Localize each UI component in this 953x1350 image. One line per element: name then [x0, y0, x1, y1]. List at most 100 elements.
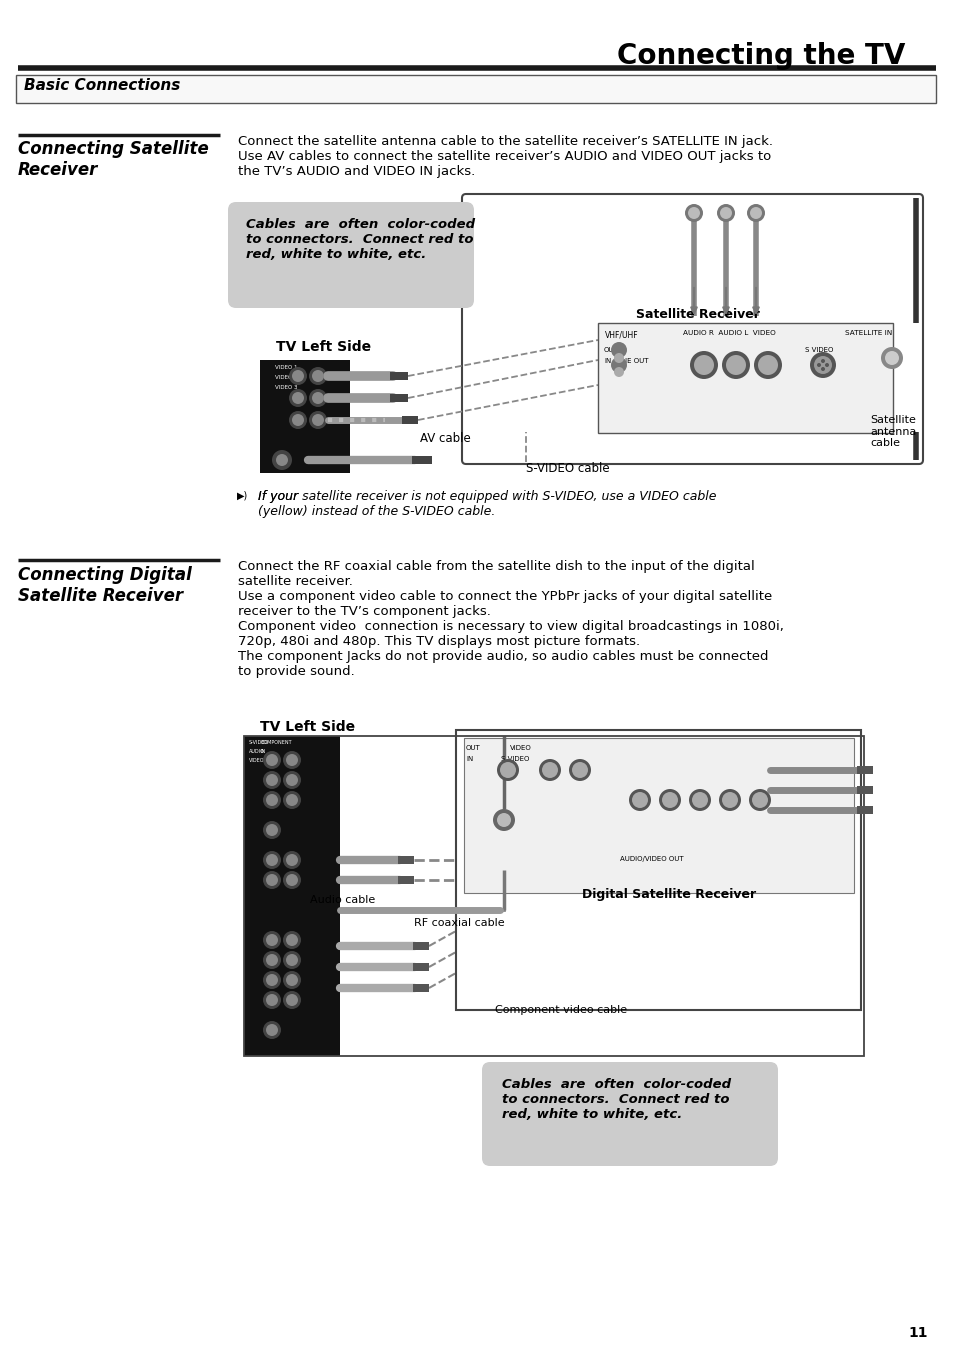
Circle shape: [289, 367, 307, 385]
Bar: [260, 360, 350, 472]
Circle shape: [263, 991, 281, 1008]
Text: S VIDEO: S VIDEO: [500, 756, 529, 761]
Circle shape: [631, 792, 647, 809]
Circle shape: [286, 774, 297, 786]
Text: S-VIDEO
AUDIO
VIDEO: S-VIDEO AUDIO VIDEO: [249, 740, 269, 763]
Circle shape: [286, 873, 297, 886]
Circle shape: [266, 994, 277, 1006]
Circle shape: [753, 351, 781, 379]
Text: Connect the satellite antenna cable to the satellite receiver’s SATELLITE IN jac: Connect the satellite antenna cable to t…: [237, 135, 772, 178]
Circle shape: [717, 204, 734, 221]
Text: OUT: OUT: [465, 745, 480, 751]
Circle shape: [309, 367, 327, 385]
Circle shape: [614, 352, 623, 363]
Circle shape: [263, 1021, 281, 1040]
Text: Component video cable: Component video cable: [495, 1004, 626, 1015]
Circle shape: [263, 971, 281, 990]
Text: VIDEO 1
VIDEO 2
VIDEO 3: VIDEO 1 VIDEO 2 VIDEO 3: [274, 364, 297, 390]
Circle shape: [721, 792, 738, 809]
Circle shape: [266, 954, 277, 967]
Text: VIDEO: VIDEO: [510, 745, 531, 751]
FancyBboxPatch shape: [461, 194, 923, 464]
Circle shape: [661, 792, 678, 809]
Circle shape: [809, 352, 835, 378]
Bar: [856, 786, 872, 794]
Circle shape: [266, 855, 277, 865]
Bar: [413, 963, 429, 971]
FancyBboxPatch shape: [16, 76, 935, 103]
Circle shape: [720, 207, 731, 219]
Circle shape: [283, 751, 301, 769]
Circle shape: [286, 973, 297, 985]
Text: S-VIDEO cable: S-VIDEO cable: [525, 462, 609, 475]
Circle shape: [572, 761, 587, 778]
Circle shape: [748, 788, 770, 811]
Text: ▶): ▶): [236, 490, 248, 500]
Bar: [412, 456, 432, 464]
Circle shape: [312, 392, 324, 404]
Text: If your satellite receiver is not equipped with S-VIDEO, use a VIDEO cable
(yell: If your satellite receiver is not equipp…: [257, 490, 716, 518]
Bar: [244, 736, 339, 1056]
Circle shape: [266, 774, 277, 786]
Circle shape: [497, 759, 518, 782]
Text: Satellite Receiver: Satellite Receiver: [636, 308, 760, 321]
Text: LINE OUT: LINE OUT: [616, 358, 648, 364]
Circle shape: [263, 850, 281, 869]
Text: Basic Connections: Basic Connections: [24, 78, 180, 93]
Circle shape: [272, 450, 292, 470]
Text: 11: 11: [907, 1326, 926, 1341]
FancyBboxPatch shape: [228, 202, 474, 308]
Circle shape: [610, 356, 626, 373]
Circle shape: [614, 367, 623, 377]
Text: OUT: OUT: [603, 347, 618, 352]
Circle shape: [824, 363, 828, 367]
Circle shape: [688, 788, 710, 811]
Circle shape: [758, 355, 778, 375]
Circle shape: [263, 931, 281, 949]
Circle shape: [816, 363, 821, 367]
Circle shape: [292, 414, 304, 427]
Circle shape: [689, 351, 718, 379]
Circle shape: [821, 367, 824, 371]
Text: VHF/UHF: VHF/UHF: [604, 329, 638, 339]
Circle shape: [286, 794, 297, 806]
Circle shape: [693, 355, 713, 375]
Circle shape: [266, 794, 277, 806]
Text: IN: IN: [465, 756, 473, 761]
Circle shape: [493, 809, 515, 832]
Circle shape: [266, 824, 277, 836]
Bar: [456, 730, 861, 1010]
Text: Cables  are  often  color-coded
to connectors.  Connect red to
red, white to whi: Cables are often color-coded to connecto…: [246, 217, 475, 261]
Circle shape: [286, 994, 297, 1006]
Circle shape: [286, 954, 297, 967]
Circle shape: [684, 204, 702, 221]
Text: IN: IN: [603, 358, 611, 364]
Bar: [598, 323, 892, 433]
Bar: [401, 416, 417, 424]
Circle shape: [312, 414, 324, 427]
FancyBboxPatch shape: [481, 1062, 778, 1166]
Text: AV cable: AV cable: [419, 432, 470, 446]
Text: SATELLITE IN: SATELLITE IN: [844, 329, 891, 336]
Circle shape: [497, 813, 511, 828]
Circle shape: [628, 788, 650, 811]
Bar: [856, 806, 872, 814]
Circle shape: [499, 761, 516, 778]
Text: Connecting Satellite
Receiver: Connecting Satellite Receiver: [18, 140, 209, 178]
Text: S VIDEO: S VIDEO: [804, 347, 833, 352]
Circle shape: [568, 759, 590, 782]
Circle shape: [283, 850, 301, 869]
Bar: [856, 765, 872, 774]
Circle shape: [283, 871, 301, 890]
Text: COMPONENT
IN: COMPONENT IN: [261, 740, 293, 755]
Circle shape: [263, 791, 281, 809]
Text: Connecting Digital
Satellite Receiver: Connecting Digital Satellite Receiver: [18, 566, 192, 605]
Circle shape: [749, 207, 761, 219]
Bar: [390, 394, 408, 402]
Circle shape: [659, 788, 680, 811]
Circle shape: [541, 761, 558, 778]
Circle shape: [880, 347, 902, 369]
Circle shape: [538, 759, 560, 782]
Bar: [244, 736, 863, 1056]
Circle shape: [312, 370, 324, 382]
